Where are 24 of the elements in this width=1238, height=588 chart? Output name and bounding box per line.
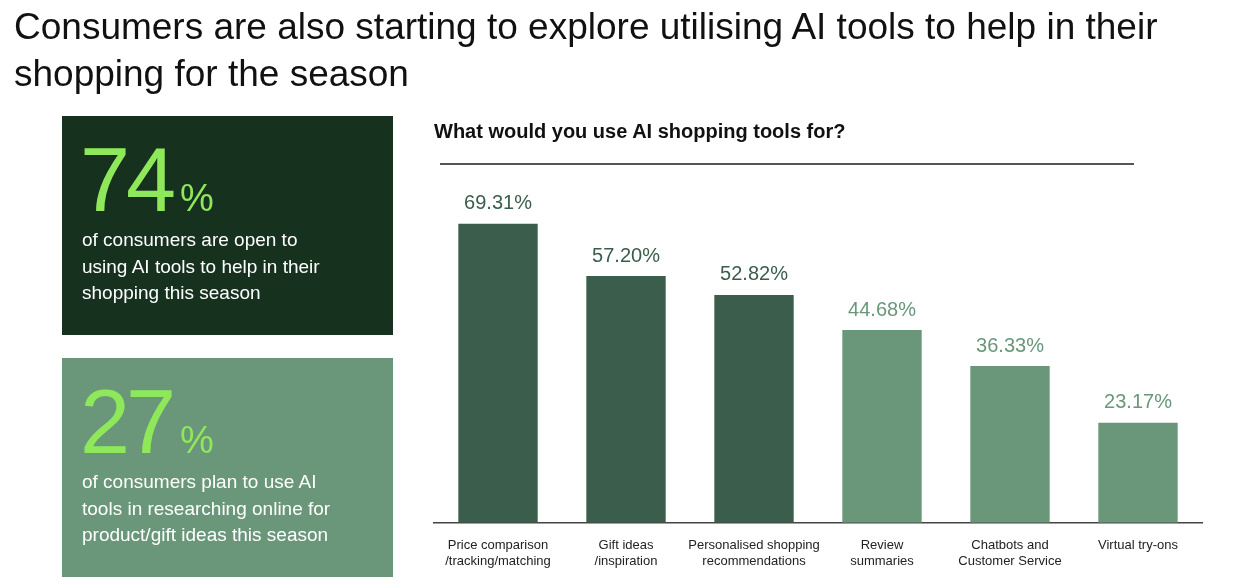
data-label: 57.20% <box>592 243 661 266</box>
data-label: 36.33% <box>976 333 1045 356</box>
text: 27% <box>80 372 214 472</box>
x-tick-label: Personalised shopping recommendations <box>688 537 820 568</box>
text: Consumers are also starting to explore utilising AI tools to help in their shopping for the season <box>14 5 1159 96</box>
data-label: 44.68% <box>848 297 917 320</box>
text: 74% <box>80 130 214 230</box>
bar <box>970 366 1050 523</box>
text: of consumers are open to using AI tools to help in their shopping this season <box>82 228 321 305</box>
chart-title: What would you use AI shopping tools for? <box>434 119 846 142</box>
bar <box>458 223 538 523</box>
x-tick-label: Virtual try-ons <box>1098 537 1179 553</box>
data-label: 69.31% <box>464 191 533 214</box>
data-label: 23.17% <box>1104 390 1173 413</box>
bar <box>842 330 922 523</box>
x-tick-label: Gift ideas /inspiration <box>594 537 658 568</box>
bar <box>714 294 794 523</box>
bar <box>1098 422 1178 523</box>
text: of consumers plan to use AI tools in researching online for product/gift ideas this season <box>82 470 332 547</box>
x-tick-label: Price comparison /tracking/matching <box>445 537 551 568</box>
bar <box>586 276 666 523</box>
x-tick-label: Chatbots and Customer Service <box>958 537 1062 568</box>
x-tick-label: Review summaries <box>850 537 915 568</box>
data-label: 52.82% <box>720 262 789 285</box>
